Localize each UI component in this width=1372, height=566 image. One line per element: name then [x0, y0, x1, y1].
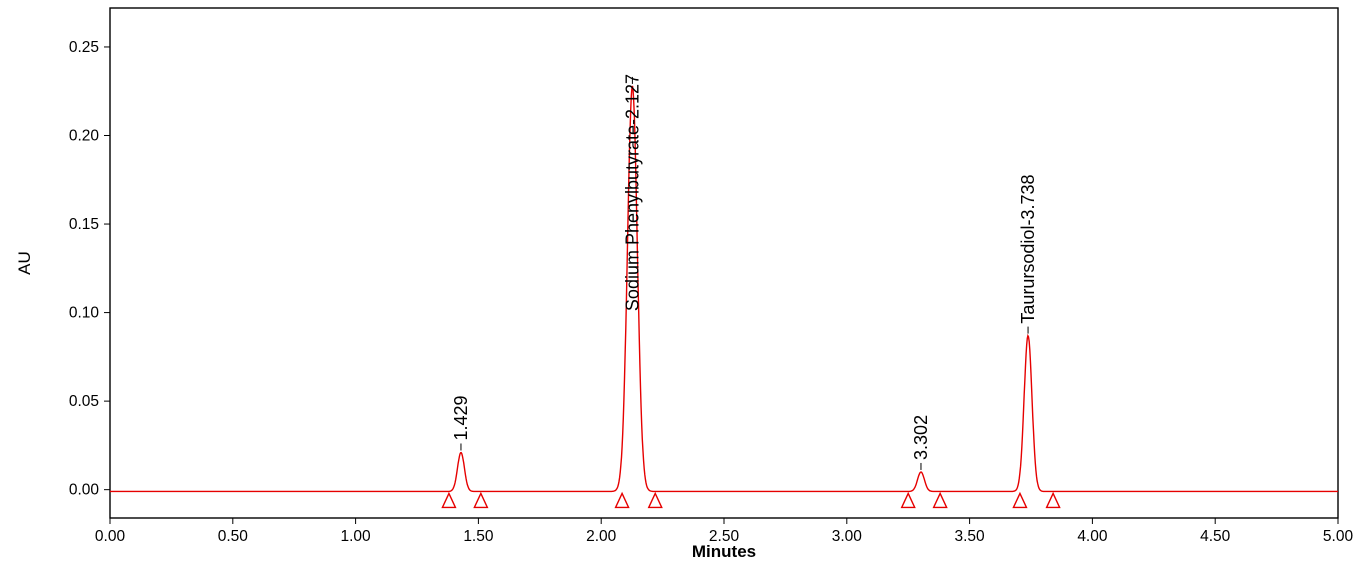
chromatogram-trace	[110, 85, 1338, 493]
x-tick-label: 0.50	[218, 528, 249, 545]
y-tick-label: 0.25	[69, 39, 99, 56]
x-tick-label: 4.00	[1077, 528, 1108, 545]
integration-marker	[932, 491, 948, 509]
peak-label: Taurursodiol-3.738	[1018, 175, 1038, 324]
y-tick-label: 0.00	[69, 482, 100, 499]
x-tick-label: 3.00	[832, 528, 863, 545]
peak-label: Sodium Phenylbutyrate-2.127	[622, 74, 642, 311]
integration-marker	[441, 491, 457, 509]
y-tick-label: 0.20	[69, 128, 100, 145]
x-tick-label: 4.50	[1200, 528, 1231, 545]
integration-marker	[614, 491, 630, 509]
x-tick-label: 0.00	[95, 528, 126, 545]
integration-marker	[1012, 491, 1028, 509]
integration-marker	[900, 491, 916, 509]
peak-label: 1.429	[451, 395, 471, 440]
integration-markers	[441, 491, 1061, 509]
peak-labels: 1.429 Sodium Phenylbutyrate-2.127 3.302 Tau…	[451, 74, 1038, 470]
x-tick-label: 5.00	[1323, 528, 1354, 545]
integration-marker	[473, 491, 489, 509]
x-axis-ticks: 0.00 0.50 1.00 1.50 2.00 2.50 3.00 3.50 4.00 4.50…	[95, 518, 1354, 545]
y-axis-ticks: 0.00 0.05 0.10 0.15 0.20 0.25	[69, 39, 110, 499]
plot-frame	[109, 7, 1339, 519]
y-tick-label: 0.10	[69, 305, 100, 322]
x-tick-label: 1.50	[463, 528, 494, 545]
integration-marker	[1045, 491, 1061, 509]
y-tick-label: 0.05	[69, 393, 99, 410]
x-axis-title: Minutes	[692, 542, 756, 561]
x-tick-label: 2.00	[586, 528, 617, 545]
x-tick-label: 2.50	[709, 528, 740, 545]
y-axis-title: AU	[15, 251, 34, 275]
integration-marker	[647, 491, 663, 509]
y-tick-label: 0.15	[69, 216, 99, 233]
x-tick-label: 3.50	[955, 528, 986, 545]
peak-label: 3.302	[911, 415, 931, 460]
x-tick-label: 1.00	[341, 528, 372, 545]
